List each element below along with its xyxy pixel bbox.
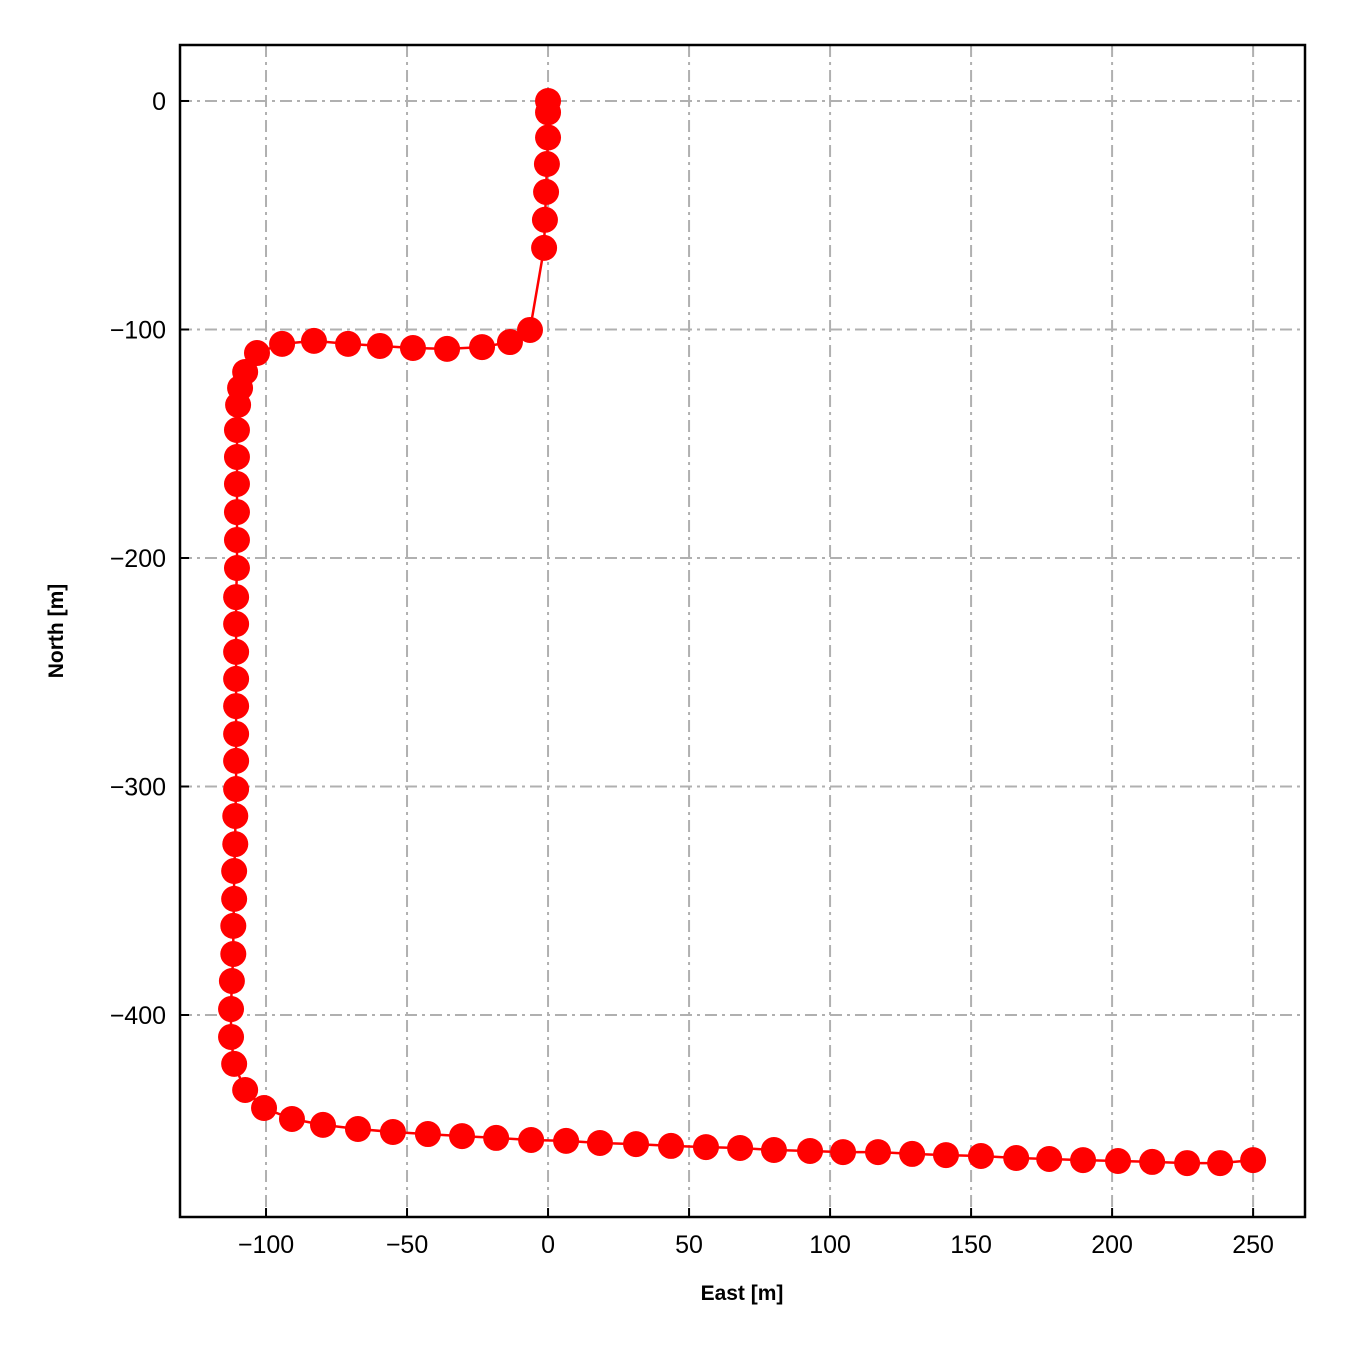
- trajectory-point: [223, 470, 250, 497]
- trajectory-point: [278, 1105, 305, 1132]
- trajectory-point: [218, 996, 245, 1023]
- trajectory-point: [518, 1126, 545, 1153]
- x-tick-label: −50: [386, 1231, 428, 1259]
- trajectory-point: [1070, 1147, 1097, 1174]
- y-axis-label: North [m]: [45, 584, 68, 678]
- trajectory-point: [623, 1131, 650, 1158]
- trajectory-line: [229, 101, 1254, 1165]
- trajectory-point: [218, 967, 245, 994]
- trajectory-point: [335, 330, 362, 357]
- grid: [180, 45, 1305, 1217]
- trajectory-point: [967, 1142, 994, 1169]
- trajectory-point: [535, 124, 562, 151]
- trajectory-point: [223, 443, 250, 470]
- y-tick-label: −400: [110, 1002, 166, 1030]
- trajectory-point: [223, 776, 250, 803]
- trajectory-point: [300, 327, 327, 354]
- series-trajectory: [218, 87, 1267, 1177]
- trajectory-point: [1003, 1145, 1030, 1172]
- trajectory-point: [232, 1076, 259, 1103]
- trajectory-point: [1139, 1148, 1166, 1175]
- trajectory-point: [243, 340, 270, 367]
- trajectory-point: [223, 499, 250, 526]
- trajectory-point: [399, 334, 426, 361]
- trajectory-point: [434, 335, 461, 362]
- trajectory-point: [760, 1137, 787, 1164]
- trajectory-point: [223, 638, 250, 665]
- trajectory-point: [533, 151, 560, 178]
- trajectory-point: [469, 334, 496, 361]
- trajectory-point: [692, 1134, 719, 1161]
- trajectory-point: [223, 720, 250, 747]
- trajectory-point: [535, 99, 562, 126]
- trajectory-point: [223, 747, 250, 774]
- plot-frame: [178, 43, 1307, 1219]
- trajectory-point: [344, 1116, 371, 1143]
- trajectory-point: [553, 1127, 580, 1154]
- x-tick-label: 50: [675, 1231, 703, 1259]
- y-tick-label: −300: [110, 773, 166, 801]
- trajectory-point: [379, 1118, 406, 1145]
- x-tick-label: −100: [238, 1231, 294, 1259]
- trajectory-point: [533, 178, 560, 205]
- trajectory-point: [727, 1134, 754, 1161]
- trajectory-point: [531, 206, 558, 233]
- trajectory-point: [449, 1123, 476, 1150]
- trajectory-point: [223, 526, 250, 553]
- ticks: −100 −50 0 50 100 150 200 250 0 −100 −200 −300 −400: [110, 88, 1274, 1259]
- trajectory-point: [220, 940, 247, 967]
- trajectory-point: [223, 555, 250, 582]
- x-tick-label: 150: [950, 1231, 992, 1259]
- trajectory-point: [223, 693, 250, 720]
- x-tick-label: 0: [541, 1231, 555, 1259]
- x-tick-label: 200: [1091, 1231, 1133, 1259]
- y-tick-label: 0: [152, 88, 166, 116]
- trajectory-point: [586, 1129, 613, 1156]
- trajectory-point: [223, 584, 250, 611]
- trajectory-point: [483, 1124, 510, 1151]
- trajectory-point: [516, 316, 543, 343]
- trajectory-point: [223, 665, 250, 692]
- x-axis-label: East [m]: [701, 1282, 784, 1305]
- trajectory-point: [221, 885, 248, 912]
- trajectory-point: [221, 1050, 248, 1077]
- trajectory-point: [1036, 1145, 1063, 1172]
- trajectory-point: [222, 802, 249, 829]
- trajectory-point: [1174, 1150, 1201, 1177]
- trajectory-point: [830, 1139, 857, 1166]
- trajectory-point: [269, 330, 296, 357]
- trajectory-point: [220, 912, 247, 939]
- trajectory-point: [899, 1140, 926, 1167]
- trajectory-point: [1240, 1147, 1267, 1174]
- trajectory-point: [309, 1111, 336, 1138]
- trajectory-point: [222, 831, 249, 858]
- trajectory-point: [414, 1121, 441, 1148]
- y-tick-label: −200: [110, 545, 166, 573]
- trajectory-point: [1105, 1148, 1132, 1175]
- trajectory-point: [1207, 1150, 1234, 1177]
- trajectory-point: [223, 611, 250, 638]
- trajectory-point: [221, 858, 248, 885]
- trajectory-point: [658, 1132, 685, 1159]
- trajectory-point: [531, 234, 558, 261]
- trajectory-point: [251, 1095, 278, 1122]
- trajectory-point: [797, 1137, 824, 1164]
- trajectory-point: [225, 391, 252, 418]
- trajectory-point: [223, 417, 250, 444]
- trajectory-point: [496, 329, 523, 356]
- trajectory-point: [865, 1139, 892, 1166]
- x-tick-label: 250: [1232, 1231, 1274, 1259]
- trajectory-point: [932, 1142, 959, 1169]
- y-tick-label: −100: [110, 316, 166, 344]
- trajectory-point: [366, 332, 393, 359]
- x-tick-label: 100: [809, 1231, 851, 1259]
- trajectory-point: [218, 1023, 245, 1050]
